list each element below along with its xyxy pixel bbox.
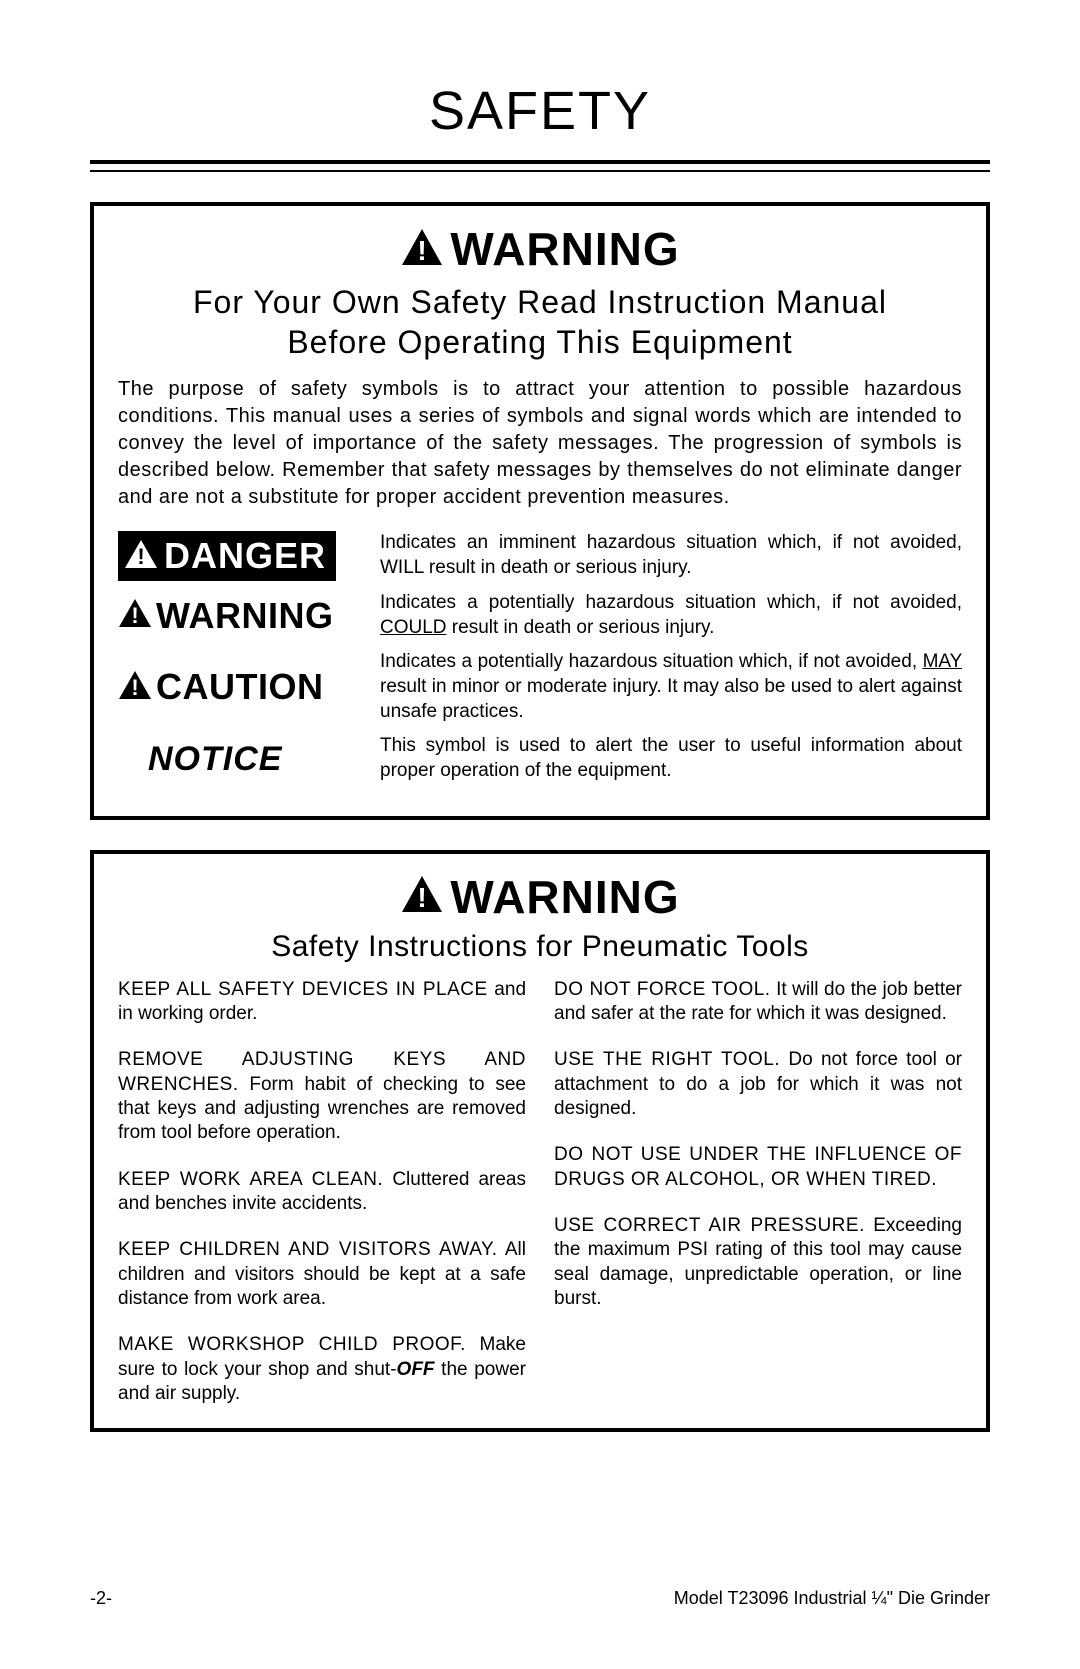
def-notice: NOTICE This symbol is used to alert the … [118,734,962,783]
def-warning: ! WARNING Indicates a potentially hazard… [118,591,962,640]
subhead-line2: Before Operating This Equipment [287,324,792,360]
page-footer: -2- Model T23096 Industrial ¼" Die Grind… [90,1588,990,1609]
page-title: SAFETY [90,80,990,142]
notice-label-text: NOTICE [118,740,282,778]
instr-r1-lead: USE THE RIGHT TOOL. [554,1049,780,1070]
instr-l3-lead: KEEP CHILDREN AND VISITORS AWAY. [118,1239,498,1260]
instr-l0-lead: KEEP ALL SAFETY DEVICES IN PLACE [118,979,488,1000]
subhead-line1: For Your Own Safety Read Instruction Man… [193,284,887,320]
instr-r3: USE CORRECT AIR PRESSURE. Exceeding the … [554,1214,962,1311]
instr-l0: KEEP ALL SAFETY DEVICES IN PLACE and in … [118,978,526,1027]
svg-text:!: ! [418,235,427,266]
instr-l3: KEEP CHILDREN AND VISITORS AWAY. All chi… [118,1238,526,1311]
def-caution: ! CAUTION Indicates a potentially hazard… [118,650,962,724]
alert-triangle-icon: ! [118,670,152,705]
danger-label-text: DANGER [164,535,326,577]
danger-label-cell: ! DANGER [118,531,364,581]
def-danger: ! DANGER Indicates an imminent hazardous… [118,531,962,581]
divider-thin [90,170,990,172]
box2-subhead: Safety Instructions for Pneumatic Tools [118,930,962,964]
caution-def-pre: Indicates a potentially hazardous situat… [380,651,923,672]
page-content: SAFETY ! WARNING For Your Own Safety Rea… [0,0,1080,1432]
instr-r0-lead: DO NOT FORCE TOOL. [554,979,771,1000]
notice-definition: This symbol is used to alert the user to… [380,734,962,783]
danger-definition: Indicates an imminent hazardous situatio… [380,531,962,580]
warning-def-u: COULD [380,617,447,638]
warning-header-1: ! WARNING [118,222,962,276]
instr-r1: USE THE RIGHT TOOL. Do not force tool or… [554,1048,962,1121]
instr-l4-lead: MAKE WORKSHOP CHILD PROOF. [118,1334,466,1355]
danger-badge: ! DANGER [118,531,336,581]
box1-subhead: For Your Own Safety Read Instruction Man… [118,282,962,362]
instr-r2-lead: DO NOT USE UNDER THE INFLUENCE OF DRUGS … [554,1144,962,1189]
warning-header-2: ! WARNING [118,870,962,924]
warning-label-2: WARNING [450,871,679,923]
warning-inline-label: ! WARNING [118,595,334,637]
caution-def-post: result in minor or moderate injury. It m… [380,676,962,722]
warning-label: WARNING [450,223,679,275]
instr-r2: DO NOT USE UNDER THE INFLUENCE OF DRUGS … [554,1143,962,1192]
instr-r3-lead: USE CORRECT AIR PRESSURE. [554,1215,865,1236]
notice-label-cell: NOTICE [118,740,364,779]
svg-text:!: ! [418,882,427,913]
caution-definition: Indicates a potentially hazardous situat… [380,650,962,724]
warning-def-pre: Indicates a potentially hazardous situat… [380,592,962,613]
instr-r0: DO NOT FORCE TOOL. It will do the job be… [554,978,962,1027]
warning-label-cell: ! WARNING [118,595,364,637]
svg-text:!: ! [131,675,138,700]
instr-l4-ital: OFF [397,1359,435,1380]
warning-box-1: ! WARNING For Your Own Safety Read Instr… [90,202,990,820]
instr-l2: KEEP WORK AREA CLEAN. Cluttered areas an… [118,1168,526,1217]
caution-def-u: MAY [923,651,962,672]
warning-box-2: ! WARNING Safety Instructions for Pneuma… [90,850,990,1432]
page-number: -2- [90,1588,112,1609]
svg-text:!: ! [131,603,138,628]
left-column: KEEP ALL SAFETY DEVICES IN PLACE and in … [118,978,526,1406]
svg-text:!: ! [137,544,144,569]
warning-definition: Indicates a potentially hazardous situat… [380,591,962,640]
right-column: DO NOT FORCE TOOL. It will do the job be… [554,978,962,1406]
divider-thick [90,160,990,164]
alert-triangle-icon: ! [400,227,444,272]
instr-l1: REMOVE ADJUSTING KEYS AND WRENCHES. Form… [118,1048,526,1145]
caution-inline-label: ! CAUTION [118,666,324,708]
caution-label-text: CAUTION [156,666,324,708]
intro-text: The purpose of safety symbols is to attr… [118,376,962,511]
footer-model: Model T23096 Industrial ¼" Die Grinder [674,1588,990,1609]
alert-triangle-icon: ! [400,874,444,919]
caution-label-cell: ! CAUTION [118,666,364,708]
alert-triangle-icon: ! [118,598,152,633]
instructions-columns: KEEP ALL SAFETY DEVICES IN PLACE and in … [118,978,962,1406]
warning-label-text: WARNING [156,595,334,637]
instr-l4: MAKE WORKSHOP CHILD PROOF. Make sure to … [118,1333,526,1406]
alert-triangle-icon: ! [124,539,158,574]
warning-def-post: result in death or serious injury. [447,617,715,638]
instr-l2-lead: KEEP WORK AREA CLEAN. [118,1169,383,1190]
